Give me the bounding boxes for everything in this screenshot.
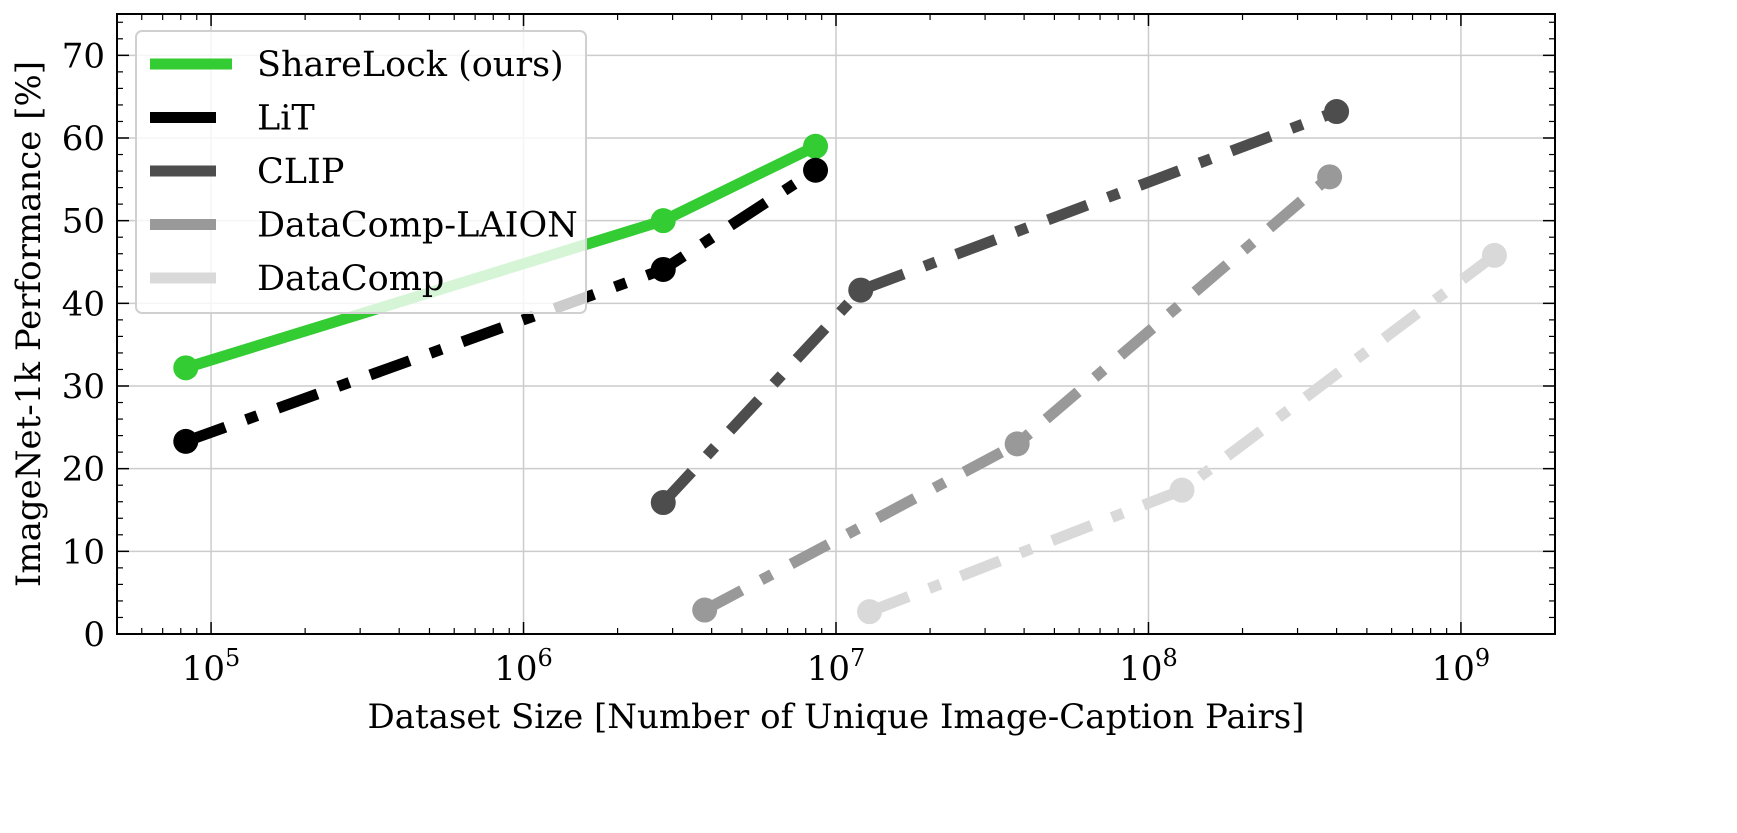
data-point bbox=[1317, 164, 1343, 190]
data-point bbox=[692, 597, 718, 623]
legend-label: LiT bbox=[257, 99, 315, 139]
series-line bbox=[867, 250, 1498, 617]
y-tick-label: 70 bbox=[62, 36, 105, 76]
data-point bbox=[856, 599, 882, 625]
data-point bbox=[1481, 242, 1507, 268]
series-3 bbox=[692, 164, 1343, 623]
data-point bbox=[650, 256, 676, 282]
legend: ShareLock (ours) LiT CLIP DataComp-LAION Dat… bbox=[135, 30, 587, 314]
data-point bbox=[803, 157, 829, 183]
legend-box bbox=[135, 30, 587, 314]
y-axis-title: ImageNet-1k Performance [%] bbox=[9, 61, 49, 587]
x-tick-label: 107 bbox=[807, 644, 866, 689]
legend-item: CLIP bbox=[150, 152, 344, 192]
data-point bbox=[848, 277, 874, 303]
data-point bbox=[650, 208, 676, 234]
series-1 bbox=[173, 157, 829, 454]
x-tick-label: 109 bbox=[1432, 644, 1491, 689]
x-axis-title: Dataset Size [Number of Unique Image-Cap… bbox=[367, 697, 1304, 737]
y-tick-label: 30 bbox=[62, 367, 105, 407]
legend-label: CLIP bbox=[257, 152, 344, 192]
legend-label: DataComp-LAION bbox=[257, 206, 578, 246]
data-point bbox=[1324, 99, 1350, 125]
legend-item: LiT bbox=[150, 99, 315, 139]
legend-item: DataComp-LAION bbox=[150, 206, 578, 246]
y-tick-label: 50 bbox=[62, 202, 105, 242]
legend-label: ShareLock (ours) bbox=[257, 45, 564, 85]
series-4 bbox=[856, 242, 1507, 625]
series-line bbox=[659, 106, 1339, 507]
x-tick-label: 105 bbox=[182, 644, 241, 689]
y-tick-label: 60 bbox=[62, 119, 105, 159]
y-tick-label: 40 bbox=[62, 284, 105, 324]
tick-labels: 0 10 20 30 40 50 60 70 105 106 107 108 109 bbox=[62, 36, 1490, 689]
x-tick-label: 108 bbox=[1119, 644, 1178, 689]
series-layer bbox=[173, 99, 1507, 625]
data-point bbox=[173, 428, 199, 454]
legend-item: ShareLock (ours) bbox=[150, 45, 564, 85]
legend-item: DataComp bbox=[150, 259, 444, 299]
series-0 bbox=[173, 133, 829, 381]
y-tick-label: 10 bbox=[62, 532, 105, 572]
data-point bbox=[1169, 477, 1195, 503]
data-point bbox=[803, 133, 829, 159]
y-tick-label: 0 bbox=[83, 615, 105, 655]
data-point bbox=[173, 355, 199, 381]
ticks bbox=[116, 14, 1556, 635]
series-line bbox=[702, 172, 1334, 615]
series-2 bbox=[650, 99, 1350, 516]
data-point bbox=[650, 490, 676, 516]
legend-label: DataComp bbox=[257, 259, 444, 299]
x-tick-label: 106 bbox=[494, 644, 553, 689]
y-tick-label: 20 bbox=[62, 450, 105, 490]
data-point bbox=[1004, 431, 1030, 457]
